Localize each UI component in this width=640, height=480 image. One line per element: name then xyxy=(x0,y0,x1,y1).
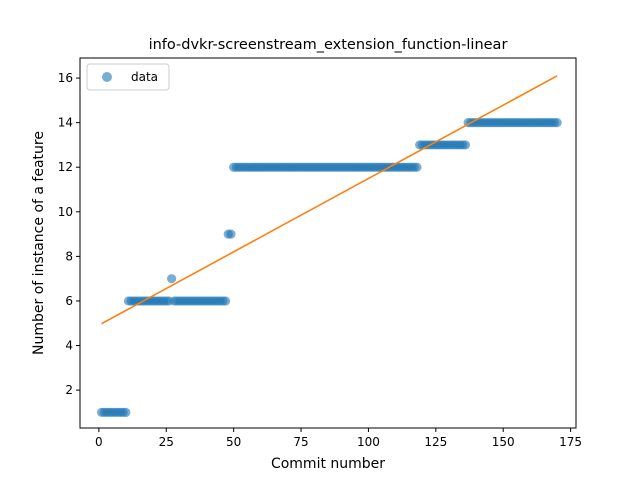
x-tick-label: 150 xyxy=(492,435,515,449)
y-tick-label: 8 xyxy=(65,249,73,263)
data-point xyxy=(412,162,422,172)
legend: data xyxy=(86,63,170,91)
x-tick-label: 50 xyxy=(226,435,241,449)
legend-box xyxy=(86,63,170,91)
fit-line-path xyxy=(101,75,558,325)
fit-line xyxy=(101,75,558,325)
chart-title: info-dvkr-screenstream_extension_functio… xyxy=(149,37,508,53)
data-point xyxy=(552,118,562,128)
x-tick-label: 25 xyxy=(159,435,174,449)
legend-marker xyxy=(102,72,112,82)
x-tick-label: 75 xyxy=(293,435,308,449)
y-axis-ticks: 2 4 6 8 10 12 14 16 xyxy=(58,71,80,397)
y-tick-label: 4 xyxy=(65,339,73,353)
legend-label-data: data xyxy=(131,70,158,84)
y-tick-label: 2 xyxy=(65,383,73,397)
x-axis-ticks: 0 25 50 75 100 125 150 175 xyxy=(95,428,582,449)
y-tick-label: 16 xyxy=(58,71,73,85)
y-tick-label: 10 xyxy=(58,205,73,219)
y-tick-label: 12 xyxy=(58,160,73,174)
x-axis-label: Commit number xyxy=(271,456,385,472)
x-tick-label: 125 xyxy=(424,435,447,449)
data-point xyxy=(220,296,231,306)
data-point xyxy=(226,229,236,239)
plot-frame xyxy=(79,57,577,429)
data-point xyxy=(460,140,471,150)
y-tick-label: 14 xyxy=(58,116,73,130)
data-point xyxy=(121,407,131,417)
data-point xyxy=(167,274,177,284)
y-tick-label: 6 xyxy=(65,294,73,308)
y-axis-label: Number of instance of a feature xyxy=(31,131,47,355)
x-tick-label: 100 xyxy=(357,435,380,449)
x-tick-label: 0 xyxy=(95,435,103,449)
data-points xyxy=(96,118,562,417)
x-tick-label: 175 xyxy=(559,435,582,449)
